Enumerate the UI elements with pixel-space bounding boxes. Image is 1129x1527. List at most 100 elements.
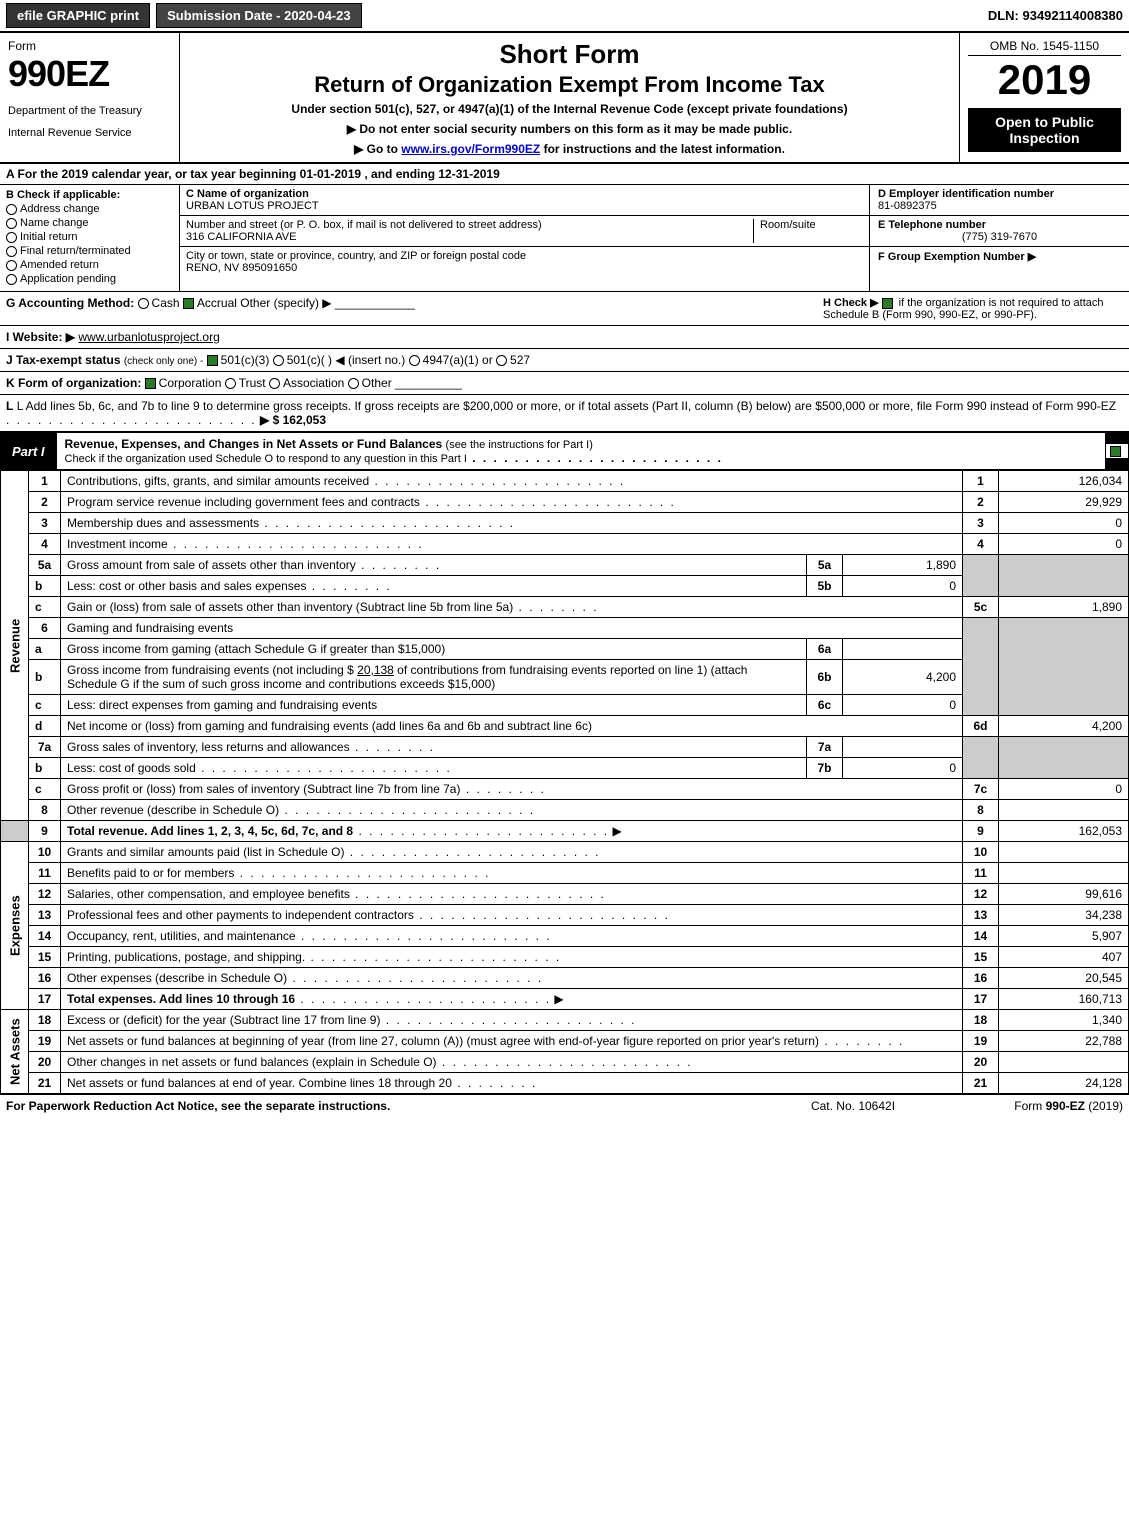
shade-val-6 [999,618,1129,716]
val-7c: 0 [999,779,1129,800]
submission-date-button[interactable]: Submission Date - 2020-04-23 [156,3,362,28]
expenses-side-label: Expenses [1,842,29,1010]
desc-2: Program service revenue including govern… [67,495,420,509]
open-to-public: Open to Public Inspection [968,108,1121,152]
num-16: 16 [963,968,999,989]
radio-4947[interactable] [409,355,420,366]
ln-4: 4 [29,534,61,555]
form-word: Form [8,39,171,53]
val-10 [999,842,1129,863]
desc-5a: Gross amount from sale of assets other t… [67,558,356,572]
radio-association[interactable] [269,378,280,389]
website-value[interactable]: www.urbanlotusproject.org [78,330,219,344]
row-gh: G Accounting Method: Cash Accrual Other … [0,292,1129,326]
ln-11: 11 [29,863,61,884]
radio-527[interactable] [496,355,507,366]
ln-5c: c [29,597,61,618]
opt-527: 527 [510,353,530,367]
radio-other[interactable] [348,378,359,389]
check-final-return[interactable]: Final return/terminated [6,245,173,257]
instr2-pre: ▶ Go to [354,142,401,156]
check-address-change[interactable]: Address change [6,203,173,215]
val-12: 99,616 [999,884,1129,905]
box-f-label: F Group Exemption Number ▶ [878,250,1121,263]
desc-18: Excess or (deficit) for the year (Subtra… [67,1013,380,1027]
check-corporation[interactable] [145,378,156,389]
line-7b: b Less: cost of goods sold 7b 0 [1,758,1129,779]
mlbl-7a: 7a [807,737,843,758]
efile-print-button[interactable]: efile GRAPHIC print [6,3,150,28]
omb-number: OMB No. 1545-1150 [968,39,1121,56]
num-1: 1 [963,471,999,492]
val-15: 407 [999,947,1129,968]
dln-value: 93492114008380 [1022,8,1123,23]
shade-val-7ab [999,737,1129,779]
num-17: 17 [963,989,999,1010]
mlbl-6a: 6a [807,639,843,660]
line-17: 17 Total expenses. Add lines 10 through … [1,989,1129,1010]
radio-501c[interactable] [273,355,284,366]
desc-21: Net assets or fund balances at end of ye… [67,1076,452,1090]
org-name: URBAN LOTUS PROJECT [186,200,319,212]
line-4: 4 Investment income 4 0 [1,534,1129,555]
shade-6 [963,618,999,716]
row-k-org-form: K Form of organization: Corporation Trus… [0,372,1129,395]
val-17: 160,713 [999,989,1129,1010]
irs-label: Internal Revenue Service [8,127,171,139]
check-accrual[interactable] [183,298,194,309]
form-header: Form 990EZ Department of the Treasury In… [0,33,1129,164]
line-16: 16 Other expenses (describe in Schedule … [1,968,1129,989]
radio-cash[interactable] [138,298,149,309]
num-5c: 5c [963,597,999,618]
city-label: City or town, state or province, country… [186,250,526,262]
line-15: 15 Printing, publications, postage, and … [1,947,1129,968]
line-3: 3 Membership dues and assessments 3 0 [1,513,1129,534]
ln-20: 20 [29,1052,61,1073]
ln-19: 19 [29,1031,61,1052]
ln-5a: 5a [29,555,61,576]
num-14: 14 [963,926,999,947]
check-application-pending[interactable]: Application pending [6,273,173,285]
val-3: 0 [999,513,1129,534]
desc-20: Other changes in net assets or fund bala… [67,1055,437,1069]
radio-trust[interactable] [225,378,236,389]
h-label: H Check ▶ [823,297,879,309]
mval-5b: 0 [843,576,963,597]
ln-6c: c [29,695,61,716]
irs-link[interactable]: www.irs.gov/Form990EZ [401,142,540,156]
l-amount: ▶ $ 162,053 [260,413,326,427]
check-initial-return[interactable]: Initial return [6,231,173,243]
netassets-side-label: Net Assets [1,1010,29,1094]
page-footer: For Paperwork Reduction Act Notice, see … [0,1094,1129,1117]
line-2: 2 Program service revenue including gove… [1,492,1129,513]
check-schedule-b[interactable] [882,298,893,309]
rev-bottom-shade [1,821,29,842]
ln-10: 10 [29,842,61,863]
address-value: 316 CALIFORNIA AVE [186,231,753,243]
desc-6d: Net income or (loss) from gaming and fun… [61,716,963,737]
num-7c: 7c [963,779,999,800]
line-11: 11 Benefits paid to or for members 11 [1,863,1129,884]
check-amended-return[interactable]: Amended return [6,259,173,271]
header-center: Short Form Return of Organization Exempt… [180,33,959,162]
check-name-change[interactable]: Name change [6,217,173,229]
num-11: 11 [963,863,999,884]
accrual-label: Accrual [197,296,237,310]
tax-year: 2019 [968,56,1121,104]
j-label: J Tax-exempt status [6,353,121,367]
title-main: Return of Organization Exempt From Incom… [188,72,951,98]
line-5c: c Gain or (loss) from sale of assets oth… [1,597,1129,618]
ln-18: 18 [29,1010,61,1031]
line-14: 14 Occupancy, rent, utilities, and maint… [1,926,1129,947]
h-schedule-b: H Check ▶ if the organization is not req… [823,296,1123,321]
desc-16: Other expenses (describe in Schedule O) [67,971,287,985]
mval-7b: 0 [843,758,963,779]
address-row: Number and street (or P. O. box, if mail… [180,216,869,247]
line-6a: a Gross income from gaming (attach Sched… [1,639,1129,660]
val-21: 24,128 [999,1073,1129,1094]
top-bar: efile GRAPHIC print Submission Date - 20… [0,0,1129,33]
check-501c3[interactable] [207,355,218,366]
ln-2: 2 [29,492,61,513]
schedule-o-check[interactable] [1105,443,1129,459]
opt-501c3: 501(c)(3) [221,353,270,367]
